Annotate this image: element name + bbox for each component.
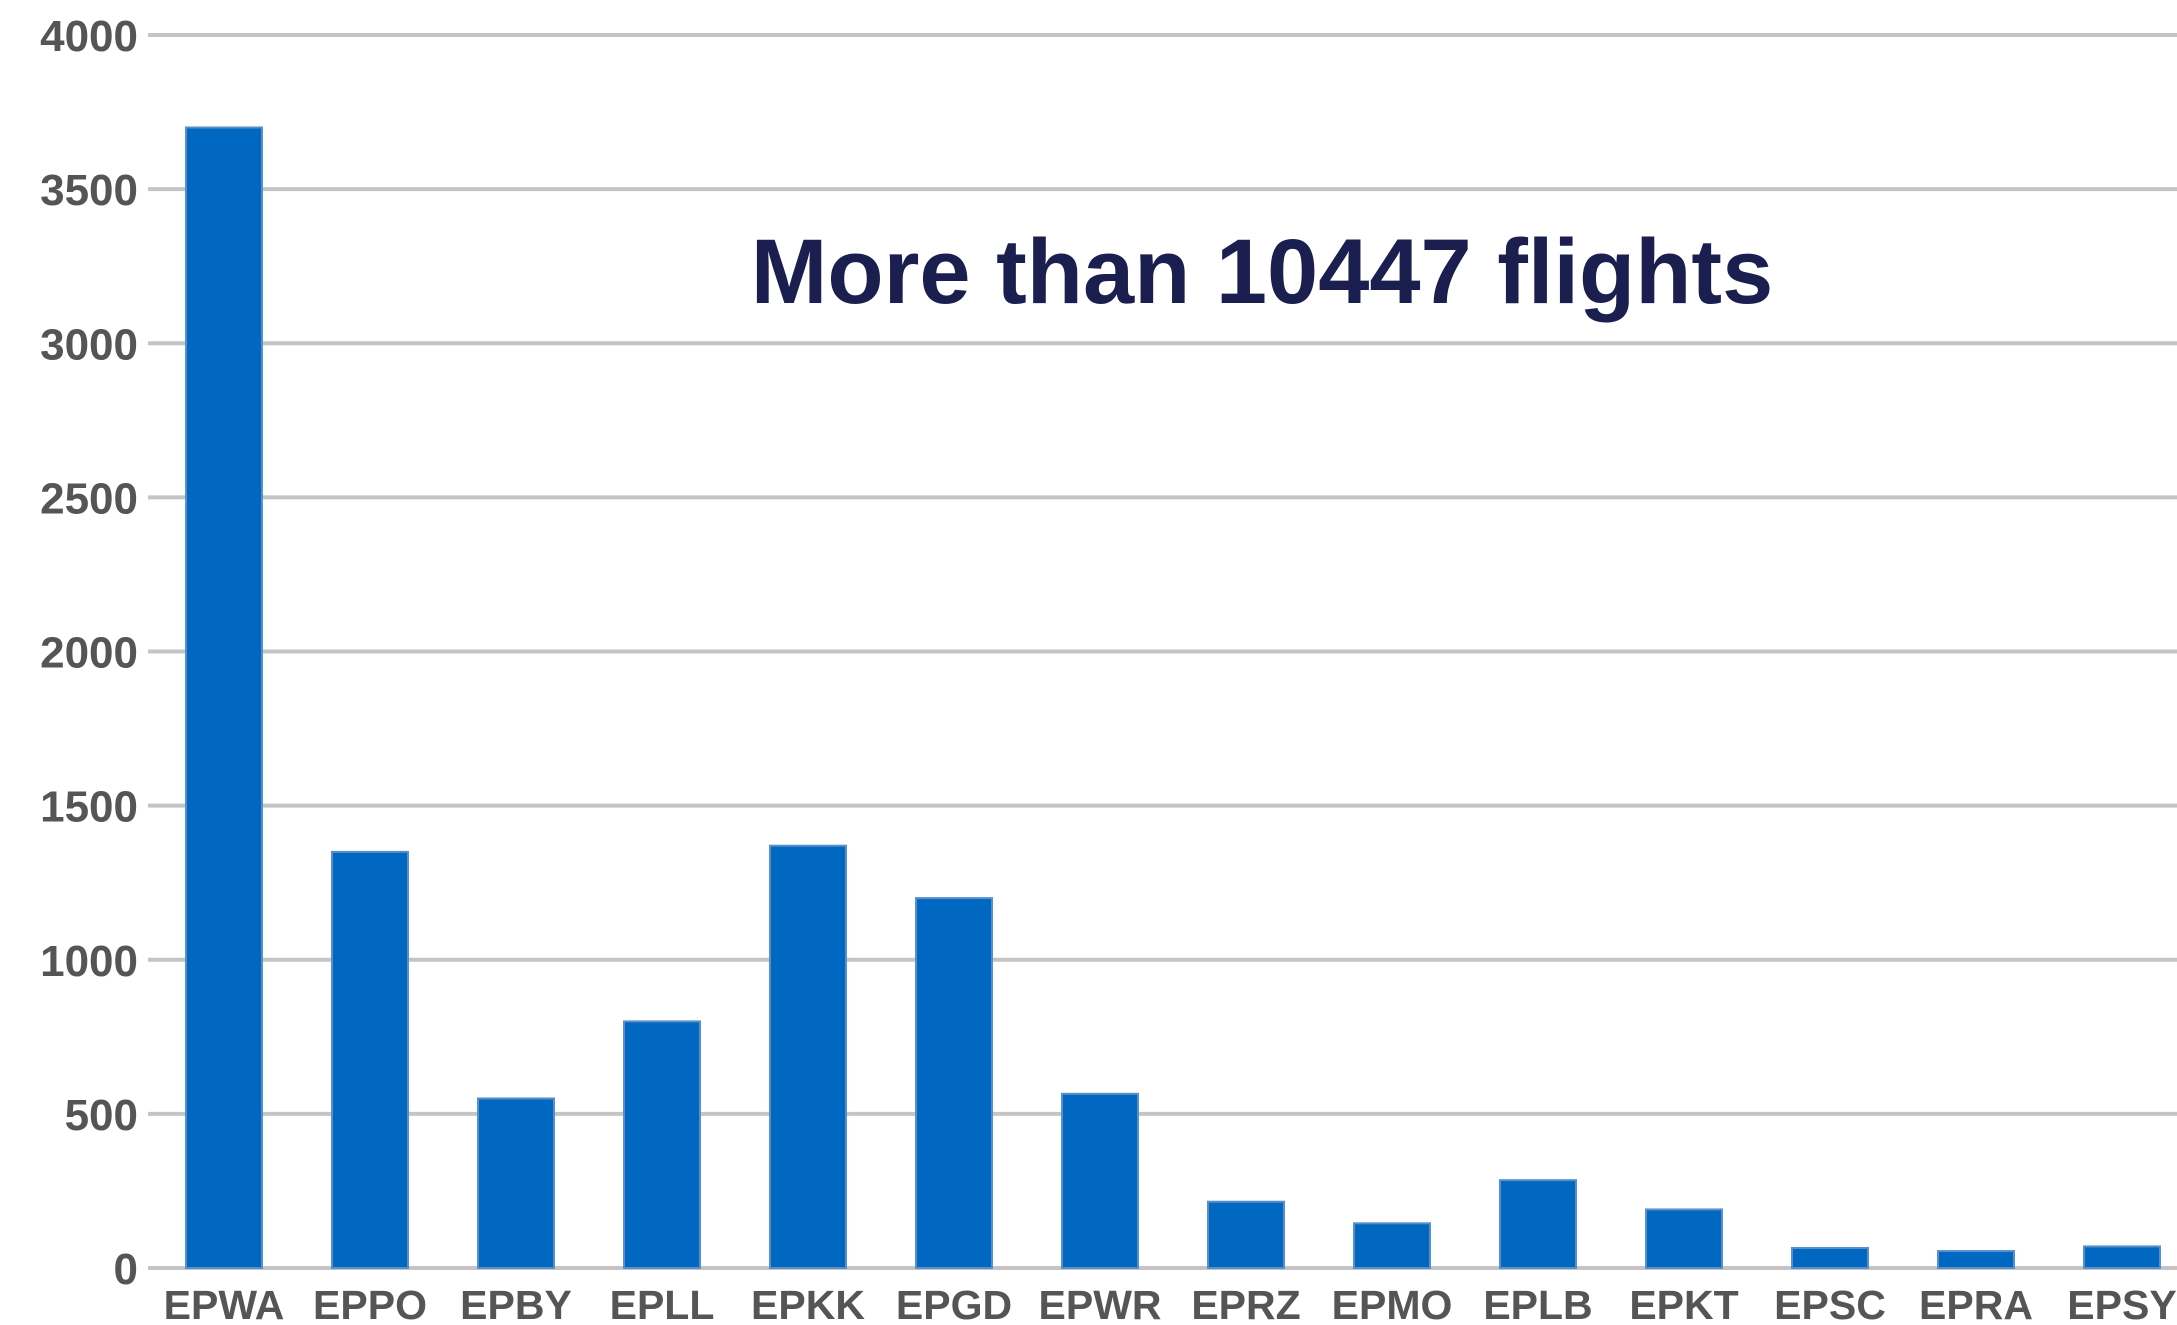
x-category-label: EPLL (610, 1282, 715, 1325)
bar-epmo (1353, 1222, 1431, 1269)
bar-epkt (1645, 1208, 1723, 1269)
x-category-label: EPPO (313, 1282, 427, 1325)
bar-epsy (2083, 1245, 2161, 1269)
x-category-label: EPKK (751, 1282, 865, 1325)
y-tick-label: 1500 (40, 783, 138, 832)
y-tick-label: 4000 (40, 12, 138, 61)
y-tick-label: 500 (65, 1091, 138, 1140)
bar-epsc (1791, 1246, 1869, 1269)
bar-epby (477, 1097, 555, 1270)
gridlines (148, 33, 2177, 1270)
y-tick-label: 3000 (40, 320, 138, 369)
bar-epwa (185, 126, 263, 1270)
x-category-label: EPRZ (1191, 1282, 1300, 1325)
y-tick-label: 0 (114, 1245, 138, 1294)
x-category-label: EPBY (460, 1282, 572, 1325)
y-tick-label: 1000 (40, 937, 138, 986)
bar-eplb (1499, 1179, 1577, 1270)
y-tick-label: 2000 (40, 629, 138, 678)
bar-epkk (769, 844, 847, 1269)
bars (185, 126, 2161, 1270)
y-tick-label: 2500 (40, 474, 138, 523)
x-category-label: EPLB (1483, 1282, 1592, 1325)
x-category-label: EPSC (1774, 1282, 1886, 1325)
y-tick-label: 3500 (40, 166, 138, 215)
y-axis-tick-labels: 0 500 1000 1500 2000 2500 3000 3500 4000 (40, 12, 138, 1294)
x-category-label: EPWA (164, 1282, 285, 1325)
x-category-label: EPGD (896, 1282, 1012, 1325)
x-category-label: EPRA (1919, 1282, 2033, 1325)
bar-eprz (1207, 1200, 1285, 1269)
chart-annotation: More than 10447 flights (751, 221, 1773, 323)
x-category-label: EPWR (1039, 1282, 1162, 1325)
bar-epra (1937, 1250, 2015, 1270)
bar-epll (623, 1020, 701, 1270)
x-category-label: EPMO (1332, 1282, 1453, 1325)
bar-eppo (331, 850, 409, 1269)
x-category-label: EPSY (2067, 1282, 2176, 1325)
x-category-label: EPKT (1629, 1282, 1738, 1325)
bar-epgd (915, 897, 993, 1269)
bar-epwr (1061, 1092, 1139, 1269)
x-axis-category-labels: EPWA EPPO EPBY EPLL EPKK EPGD EPWR EPRZ EPMO EPLB… (164, 1282, 2177, 1325)
